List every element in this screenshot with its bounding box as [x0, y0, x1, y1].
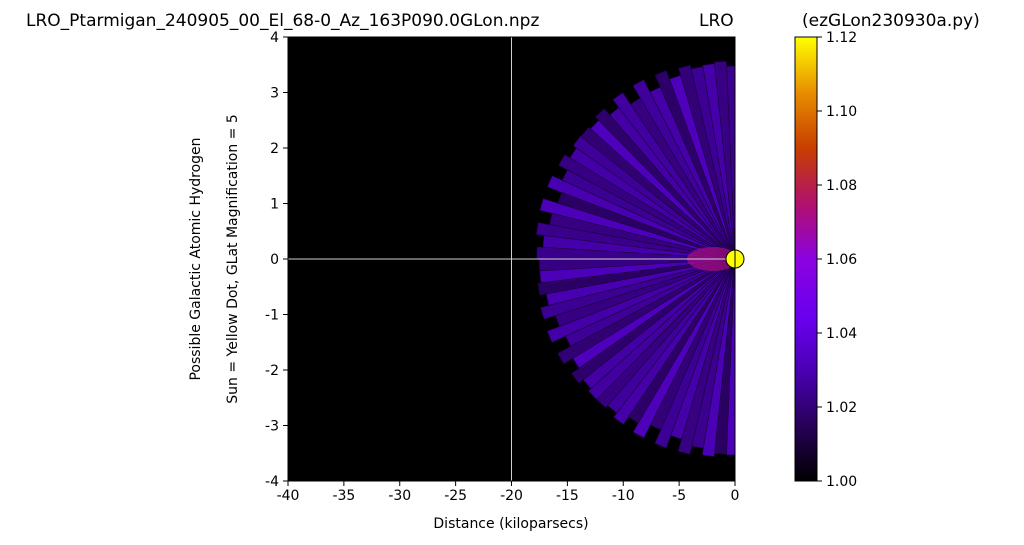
fan-wedge [547, 175, 735, 260]
fan-wedge [734, 259, 735, 277]
fan-wedge [734, 241, 735, 259]
y-axis-label-line1: Possible Galactic Atomic Hydrogen [188, 137, 204, 380]
fan-wedge [612, 92, 735, 260]
colorbar-ticks: 1.00 1.02 1.04 1.06 1.08 1.10 1.12 [817, 30, 857, 490]
y-axis-ticks: -4 -3 -2 -1 0 1 2 3 4 [265, 30, 288, 490]
fan-wedge [734, 256, 735, 259]
y-tick-label: -1 [265, 308, 279, 324]
fan-wedge [539, 198, 735, 260]
x-tick-label: 0 [731, 488, 740, 504]
x-axis-ticks: -40 -35 -30 -25 -20 -15 -10 -5 0 [277, 481, 740, 504]
y-tick-label: 2 [270, 141, 279, 157]
colorbar-tick-label: 1.00 [826, 474, 857, 490]
fan-wedge [677, 258, 735, 455]
y-axis-label-line2: Sun = Yellow Dot, GLat Magnification = 5 [225, 114, 241, 403]
chart-title: LRO_Ptarmigan_240905_00_El_68-0_Az_163P0… [26, 11, 539, 31]
colorbar-tick-label: 1.08 [826, 178, 857, 194]
x-tick-label: -25 [444, 488, 467, 504]
fan-wedge [734, 255, 735, 259]
fan-wedge [726, 258, 735, 456]
x-tick-label: -10 [612, 488, 635, 504]
x-tick-label: -20 [500, 488, 523, 504]
fan-wedge [632, 258, 735, 439]
colorbar-tick-label: 1.06 [826, 252, 857, 268]
x-tick-label: -35 [332, 488, 355, 504]
fan-wedge [558, 154, 735, 260]
fan-wedge [572, 135, 735, 260]
fan-wedge [557, 258, 735, 365]
y-tick-label: 0 [270, 252, 279, 268]
colorbar-tick-label: 1.02 [826, 400, 857, 416]
y-tick-label: -3 [265, 419, 279, 435]
x-tick-label: -30 [388, 488, 411, 504]
crosshair [288, 37, 735, 481]
fan-wedge [701, 258, 735, 457]
colorbar-tick-label: 1.12 [826, 30, 857, 46]
fan-wedge [654, 70, 735, 260]
x-tick-label: -5 [672, 488, 686, 504]
y-tick-label: -4 [265, 474, 279, 490]
y-tick-label: 1 [270, 197, 279, 213]
fan-wedge [734, 259, 735, 261]
x-tick-label: -15 [556, 488, 579, 504]
chart-subtitle-right: (ezGLon230930a.py) [802, 11, 980, 31]
colorbar-tick-label: 1.10 [826, 104, 857, 120]
y-tick-label: 3 [270, 86, 279, 102]
fan-wedge [546, 258, 735, 343]
fan-wedge [594, 108, 735, 260]
x-axis-label: Distance (kiloparsecs) [433, 516, 588, 532]
fan-wedge [734, 257, 735, 259]
fan-wedge [734, 259, 735, 262]
y-tick-label: -2 [265, 363, 279, 379]
fan-wedge [535, 222, 735, 260]
colorbar [794, 36, 818, 482]
fan-wedge [654, 258, 735, 449]
fan-wedge [571, 258, 735, 384]
fan-wedge [613, 258, 735, 425]
colorbar-tick-label: 1.04 [826, 326, 857, 342]
x-tick-label: -40 [277, 488, 300, 504]
fan-wedge [596, 258, 735, 409]
hydrogen-fan [535, 60, 735, 457]
fan-wedge [632, 79, 735, 260]
chart-subtitle-center: LRO [699, 11, 734, 31]
y-tick-label: 4 [270, 30, 279, 46]
fan-wedge [734, 259, 735, 263]
